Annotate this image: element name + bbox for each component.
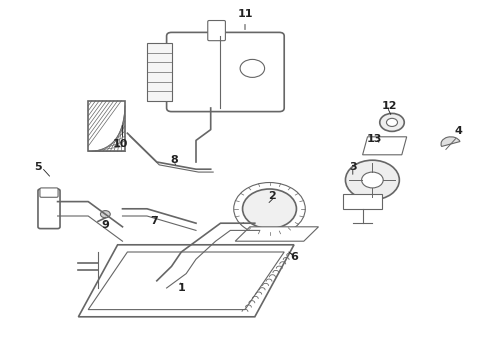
Text: 12: 12	[382, 101, 397, 111]
Wedge shape	[441, 137, 460, 147]
Bar	[88, 101, 125, 151]
FancyBboxPatch shape	[38, 189, 60, 229]
FancyBboxPatch shape	[167, 32, 284, 112]
Text: 4: 4	[454, 126, 462, 136]
Text: 13: 13	[367, 134, 383, 144]
Text: 7: 7	[150, 216, 158, 226]
Text: 8: 8	[170, 155, 178, 165]
Text: 6: 6	[290, 252, 298, 262]
Bar	[147, 43, 172, 101]
Circle shape	[362, 172, 383, 188]
Text: 3: 3	[349, 162, 357, 172]
Polygon shape	[235, 227, 318, 241]
FancyBboxPatch shape	[40, 188, 58, 197]
Circle shape	[345, 160, 399, 200]
Text: 10: 10	[112, 139, 128, 149]
Text: 9: 9	[101, 220, 109, 230]
Polygon shape	[78, 245, 294, 317]
Circle shape	[387, 118, 397, 126]
Text: 11: 11	[237, 9, 253, 19]
Circle shape	[243, 189, 296, 229]
FancyBboxPatch shape	[208, 21, 225, 41]
Circle shape	[100, 211, 110, 218]
Text: 5: 5	[34, 162, 42, 172]
Polygon shape	[363, 137, 407, 155]
Circle shape	[380, 113, 404, 131]
Polygon shape	[343, 194, 382, 209]
Text: 1: 1	[177, 283, 185, 293]
Circle shape	[240, 59, 265, 77]
Text: 2: 2	[268, 191, 276, 201]
